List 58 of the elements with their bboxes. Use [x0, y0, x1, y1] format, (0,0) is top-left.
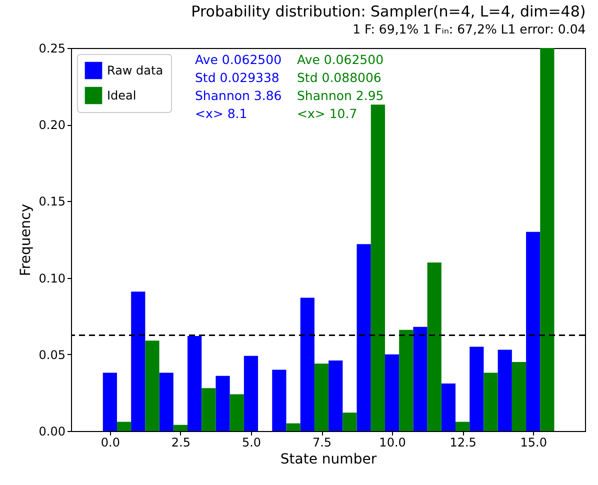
bar [116, 422, 132, 431]
bar [230, 394, 244, 431]
y-tick-label: 0.15 [38, 194, 66, 209]
annotation: Std 0.088006 [297, 70, 382, 85]
y-tick-label: 0.05 [38, 348, 66, 362]
annotation: Ave 0.062500 [195, 52, 282, 67]
bar [300, 298, 314, 431]
bar [427, 262, 442, 431]
bar [399, 330, 414, 431]
bar [484, 372, 498, 431]
annotation: Shannon 2.95 [297, 88, 384, 103]
bar [173, 424, 188, 431]
y-tick-label: 0.25 [38, 42, 66, 56]
bar [512, 362, 526, 431]
bar [470, 346, 484, 431]
bar [370, 104, 385, 431]
bar [102, 372, 117, 431]
bar [188, 336, 202, 431]
bar [342, 412, 357, 431]
bar [216, 376, 230, 431]
y-axis-title: Frequency [18, 204, 34, 276]
y-tick-label: 0.10 [38, 271, 66, 286]
legend-label: Raw data [107, 64, 164, 78]
bar [272, 370, 286, 431]
bar [159, 372, 174, 431]
x-axis-title: State number [280, 452, 377, 468]
chart-subtitle: 1 F: 69,1% 1 Fᵢₙ: 67,2% L1 error: 0.04 [352, 22, 586, 36]
bar [314, 364, 329, 431]
y-tick-label: 0.00 [38, 424, 66, 438]
annotation: Shannon 3.86 [195, 88, 282, 103]
bar [526, 232, 540, 431]
chart-title: Probability distribution: Sampler(n=4, L=4, dim=48) [191, 2, 586, 20]
bar [384, 354, 400, 431]
bar [540, 48, 554, 431]
legend-label: Ideal [107, 88, 136, 102]
annotation: <x> 10.7 [297, 106, 358, 121]
x-tick-label: 5.0 [242, 436, 262, 450]
bar [498, 350, 512, 431]
bar [145, 340, 160, 431]
x-tick-label: 7.5 [312, 436, 332, 450]
bar [441, 384, 456, 431]
bar [286, 423, 300, 431]
bar [456, 422, 470, 431]
bar [328, 360, 343, 431]
x-tick-label: 12.5 [450, 436, 476, 450]
annotation: Ave 0.062500 [297, 52, 384, 67]
y-tick-label: 0.20 [38, 118, 66, 132]
x-tick-label: 0.0 [100, 436, 120, 450]
annotation: <x> 8.1 [195, 106, 248, 121]
bar [202, 388, 216, 431]
x-tick-label: 2.5 [171, 436, 191, 450]
x-tick-label: 10.0 [379, 436, 406, 450]
annotation: Std 0.029338 [195, 70, 280, 85]
x-tick-label: 15.0 [520, 436, 547, 450]
bar [244, 356, 258, 431]
bar [413, 326, 428, 431]
bar [356, 244, 371, 431]
bar [131, 292, 146, 431]
